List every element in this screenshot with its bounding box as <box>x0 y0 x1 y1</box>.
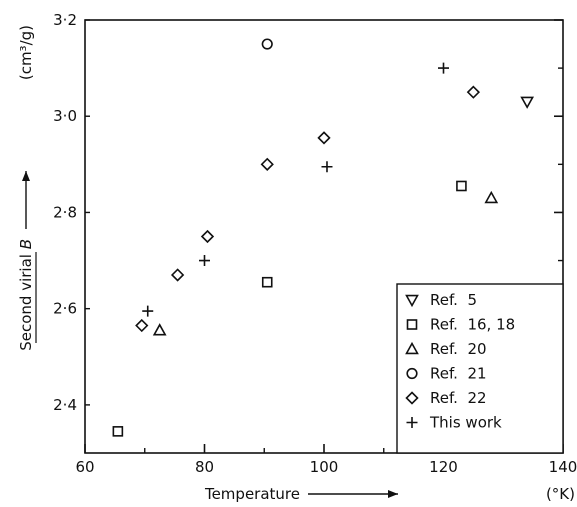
legend: Ref. 5 Ref. 16, 18 Ref. 20 Ref. 21 Ref. 22 Th… <box>396 283 564 454</box>
data-point-triangle-up <box>484 190 499 204</box>
y-tick-label: 2·8 <box>53 203 77 221</box>
data-point-diamond <box>170 268 185 282</box>
data-point-diamond <box>200 229 215 244</box>
data-point-square <box>456 180 467 192</box>
data-point-triangle-down <box>405 294 419 308</box>
data-point-triangle-up <box>405 341 419 355</box>
y-tick-label: 2·6 <box>53 300 77 318</box>
y-tick-label: 3·0 <box>53 107 77 125</box>
data-points <box>112 38 535 437</box>
data-point-diamond <box>135 318 149 333</box>
y-tick-label: 2·4 <box>53 396 77 414</box>
data-point-triangle-down <box>520 96 535 109</box>
x-tick-label: 80 <box>195 458 214 476</box>
legend-box <box>396 283 564 454</box>
x-axis-title: Temperature (°K) <box>204 485 575 503</box>
y-axis-label: Second virial B <box>17 239 35 351</box>
data-point-plus <box>438 62 449 74</box>
x-axis-label: Temperature <box>204 485 300 503</box>
data-point-square <box>261 276 273 288</box>
y-axis-label-symbol: B <box>17 239 35 249</box>
data-point-circle <box>261 38 273 50</box>
data-point-circle <box>406 367 418 380</box>
data-point-plus <box>406 417 418 428</box>
legend-label: Ref. 22 <box>430 389 487 407</box>
data-point-diamond <box>466 85 481 99</box>
legend-label: Ref. 5 <box>430 291 477 309</box>
data-point-diamond <box>317 131 331 145</box>
y-tick-label: 3·2 <box>53 11 77 29</box>
x-tick-label: 100 <box>310 458 339 476</box>
x-axis-unit: (°K) <box>546 485 575 503</box>
data-point-diamond <box>405 391 419 405</box>
legend-label: This work <box>429 414 502 432</box>
data-point-plus <box>199 255 210 267</box>
data-point-plus <box>142 305 154 317</box>
data-point-square <box>406 319 418 330</box>
legend-label: Ref. 21 <box>430 365 487 383</box>
data-point-triangle-up <box>152 323 167 336</box>
legend-label: Ref. 16, 18 <box>430 316 515 334</box>
data-point-square <box>112 426 124 437</box>
y-axis-unit: (cm³/g) <box>17 25 35 80</box>
legend-label: Ref. 20 <box>430 340 487 358</box>
data-point-plus <box>321 161 333 173</box>
x-tick-label: 60 <box>75 458 94 476</box>
data-point-diamond <box>260 157 274 171</box>
x-tick-label: 140 <box>549 458 577 476</box>
tick-labels: 60 80 100 120 140 2·4 2·6 2·8 3·0 3·2 <box>53 11 577 476</box>
x-tick-label: 120 <box>429 458 458 476</box>
y-axis-label-text: Second virial <box>17 249 35 350</box>
y-axis-title: Second virial B (cm³/g) <box>17 25 37 351</box>
